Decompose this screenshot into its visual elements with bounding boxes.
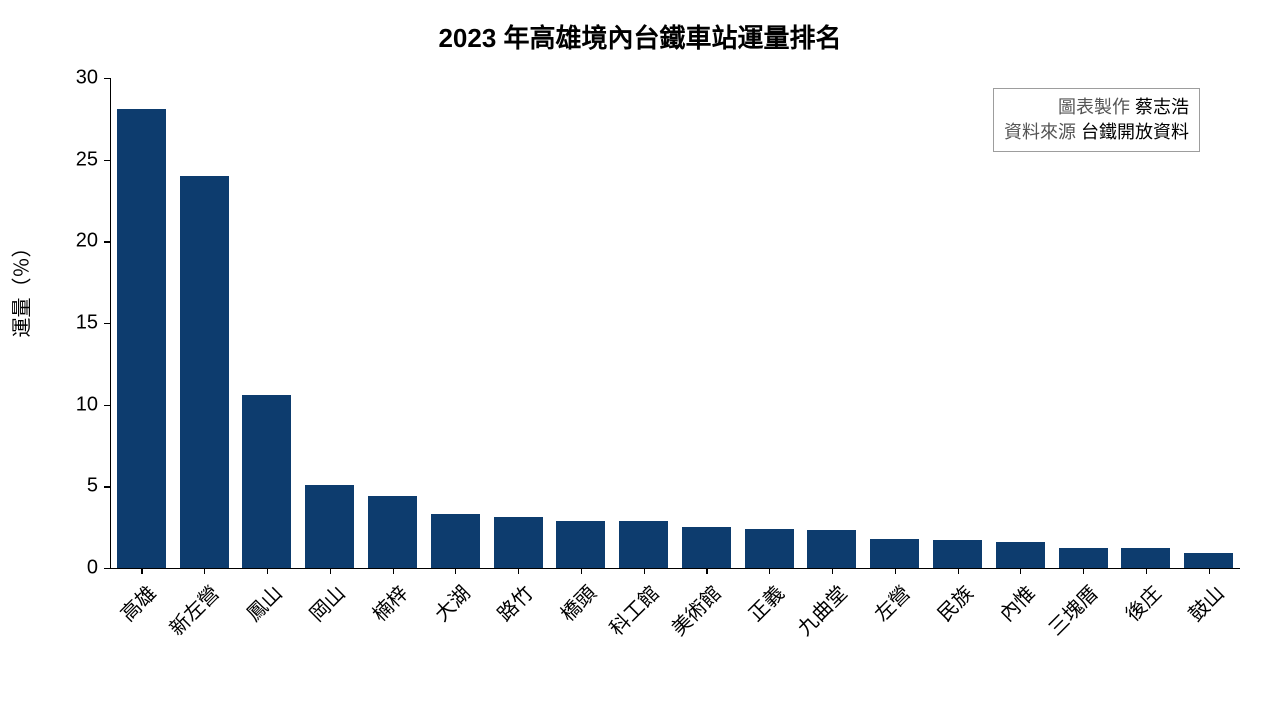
x-tick-label: 橋頭	[553, 578, 602, 627]
x-tick-label: 新左營	[162, 578, 225, 641]
x-tick-mark	[393, 568, 394, 574]
bar	[807, 530, 856, 568]
x-tick-label: 內惟	[992, 578, 1041, 627]
y-tick-label: 0	[87, 557, 98, 580]
x-tick-mark	[958, 568, 959, 574]
y-axis-label: 運量（％）	[6, 314, 35, 338]
x-tick-label: 美術館	[664, 578, 727, 641]
legend-label: 資料來源	[1004, 122, 1081, 142]
bar	[117, 109, 166, 568]
x-tick-label: 左營	[866, 578, 915, 627]
legend-box: 圖表製作 蔡志浩資料來源 台鐵開放資料	[993, 88, 1200, 152]
y-tick-label: 30	[76, 67, 98, 90]
y-tick-mark	[104, 160, 110, 161]
y-tick-mark	[104, 241, 110, 242]
y-axis-line	[110, 78, 111, 568]
y-tick-label: 25	[76, 148, 98, 171]
x-tick-label: 岡山	[301, 578, 350, 627]
x-tick-label: 三塊厝	[1041, 578, 1104, 641]
x-tick-mark	[1083, 568, 1084, 574]
y-tick-label: 5	[87, 475, 98, 498]
bar	[431, 514, 480, 568]
y-tick-mark	[104, 323, 110, 324]
chart-container: 2023 年高雄境內台鐵車站運量排名 運量（％） 圖表製作 蔡志浩資料來源 台鐵…	[0, 0, 1280, 720]
legend-row: 圖表製作 蔡志浩	[1004, 95, 1189, 120]
x-tick-mark	[769, 568, 770, 574]
x-tick-label: 鼓山	[1180, 578, 1229, 627]
x-tick-label: 正義	[741, 578, 790, 627]
x-tick-label: 九曲堂	[790, 578, 853, 641]
legend-value: 台鐵開放資料	[1081, 122, 1189, 142]
y-tick-mark	[104, 568, 110, 569]
bar	[745, 529, 794, 568]
bar	[870, 539, 919, 568]
bar	[1184, 553, 1233, 568]
y-tick-label: 20	[76, 230, 98, 253]
x-tick-mark	[1020, 568, 1021, 574]
y-tick-label: 15	[76, 312, 98, 335]
legend-row: 資料來源 台鐵開放資料	[1004, 120, 1189, 145]
bar	[556, 521, 605, 568]
x-tick-mark	[267, 568, 268, 574]
x-tick-mark	[832, 568, 833, 574]
x-tick-label: 楠梓	[364, 578, 413, 627]
x-tick-mark	[895, 568, 896, 574]
x-tick-label: 鳳山	[239, 578, 288, 627]
bar	[682, 527, 731, 568]
bar	[242, 395, 291, 568]
x-tick-mark	[518, 568, 519, 574]
y-tick-mark	[104, 405, 110, 406]
x-tick-mark	[644, 568, 645, 574]
x-tick-label: 後庄	[1118, 578, 1167, 627]
bar	[1121, 548, 1170, 568]
y-tick-mark	[104, 486, 110, 487]
x-tick-mark	[141, 568, 142, 574]
x-tick-mark	[455, 568, 456, 574]
x-axis-line	[110, 568, 1240, 569]
bar	[180, 176, 229, 568]
legend-label: 圖表製作	[1058, 97, 1135, 117]
x-tick-mark	[204, 568, 205, 574]
x-tick-mark	[330, 568, 331, 574]
bar	[1059, 548, 1108, 568]
legend-value: 蔡志浩	[1135, 97, 1189, 117]
x-tick-mark	[1146, 568, 1147, 574]
y-tick-label: 10	[76, 393, 98, 416]
chart-title: 2023 年高雄境內台鐵車站運量排名	[0, 18, 1280, 55]
bar	[619, 521, 668, 568]
x-tick-label: 大湖	[427, 578, 476, 627]
bar	[996, 542, 1045, 568]
x-tick-label: 路竹	[490, 578, 539, 627]
bar	[933, 540, 982, 568]
x-tick-label: 民族	[929, 578, 978, 627]
bar	[494, 517, 543, 568]
bar	[305, 485, 354, 568]
x-tick-label: 科工館	[601, 578, 664, 641]
bar	[368, 496, 417, 568]
x-tick-mark	[581, 568, 582, 574]
x-tick-label: 高雄	[113, 578, 162, 627]
y-tick-mark	[104, 78, 110, 79]
x-tick-mark	[1209, 568, 1210, 574]
x-tick-mark	[706, 568, 707, 574]
